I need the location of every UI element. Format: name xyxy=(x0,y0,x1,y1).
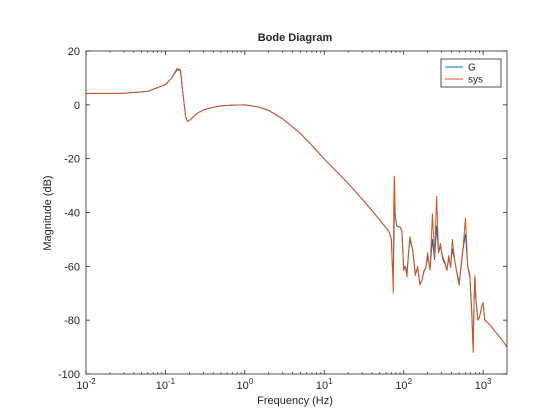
legend-label-sys: sys xyxy=(468,75,483,86)
x-tick-label-base: 10 xyxy=(316,380,328,392)
x-tick-label: 102 xyxy=(395,377,412,392)
x-tick-label-exponent: 1 xyxy=(328,377,333,386)
y-tick-label: 0 xyxy=(74,100,80,112)
x-tick-label-base: 10 xyxy=(76,380,88,392)
legend-label-g: G xyxy=(468,63,476,74)
x-tick-label-exponent: 0 xyxy=(249,377,254,386)
y-tick-label: -60 xyxy=(64,261,80,273)
x-tick-label-exponent: -2 xyxy=(89,377,97,386)
legend-box xyxy=(440,58,502,88)
x-tick-label-base: 10 xyxy=(395,380,407,392)
x-tick-label-base: 10 xyxy=(236,380,248,392)
x-tick-label-base: 10 xyxy=(156,380,168,392)
x-tick-label: 103 xyxy=(475,377,492,392)
y-axis-label: Magnitude (dB) xyxy=(42,175,54,250)
chart-title: Bode Diagram xyxy=(258,32,333,44)
y-tick-label: -80 xyxy=(64,315,80,327)
x-tick-label: 10-1 xyxy=(156,377,176,392)
y-tick-label: -40 xyxy=(64,208,80,220)
x-tick-label: 101 xyxy=(316,377,333,392)
x-axis-label: Frequency (Hz) xyxy=(257,395,333,407)
y-tick-label: -20 xyxy=(64,154,80,166)
y-tick-label: 20 xyxy=(68,46,80,58)
x-tick-label: 100 xyxy=(236,377,253,392)
x-tick-label: 10-2 xyxy=(76,377,96,392)
x-tick-label-base: 10 xyxy=(475,380,487,392)
x-tick-label-exponent: 2 xyxy=(408,377,413,386)
x-tick-label-exponent: -1 xyxy=(168,377,176,386)
x-tick-label-exponent: 3 xyxy=(487,377,492,386)
y-tick-label: -100 xyxy=(58,369,80,381)
series-line-sys xyxy=(86,68,507,353)
